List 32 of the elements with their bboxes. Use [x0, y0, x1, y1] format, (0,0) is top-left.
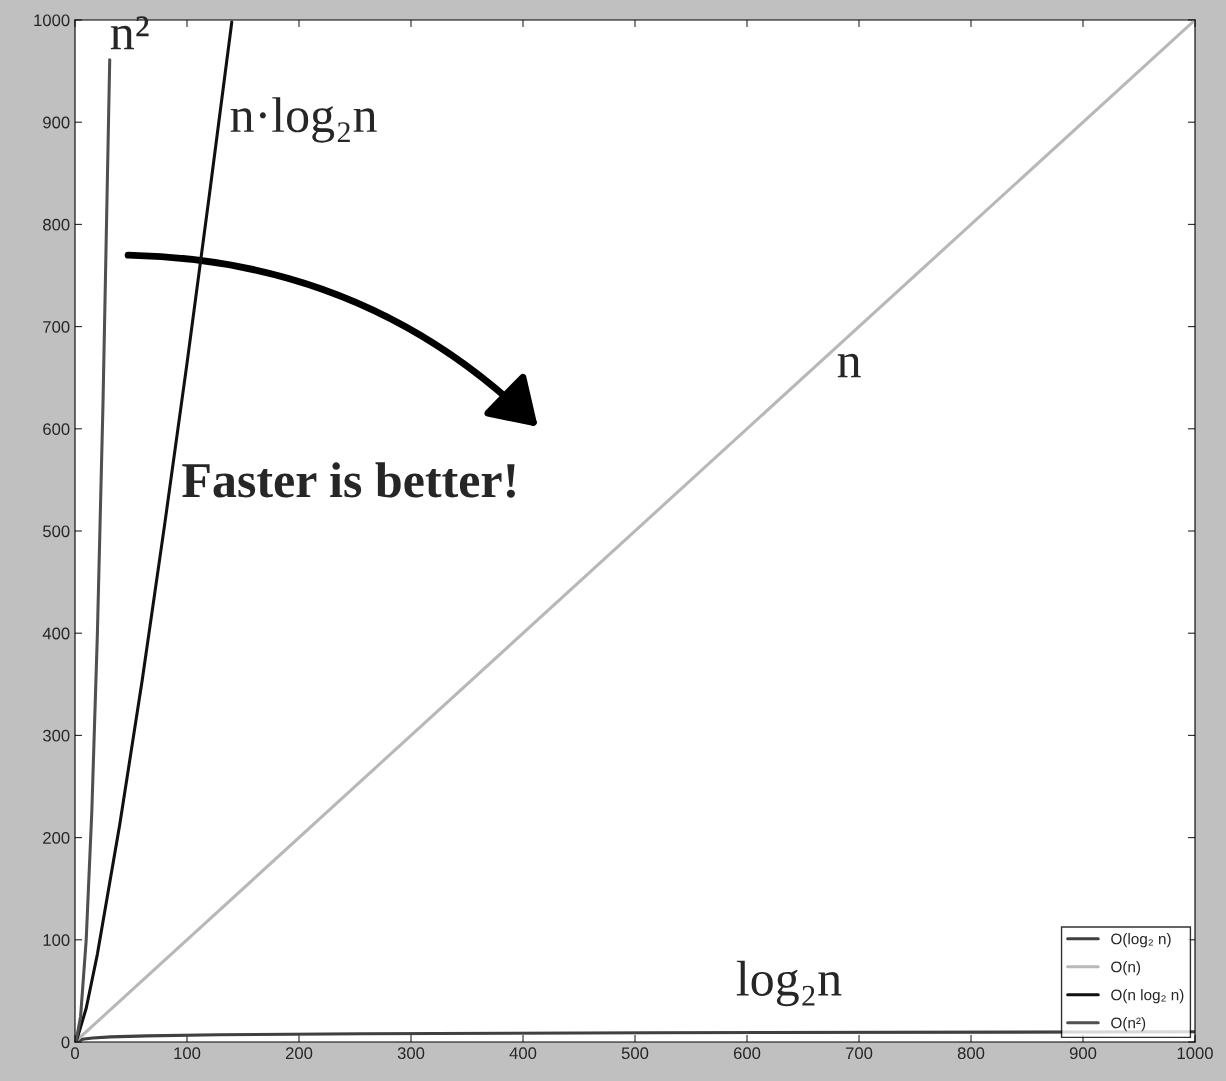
y-tick-label: 300: [42, 729, 70, 742]
x-tick-label: 1000: [1177, 1047, 1213, 1060]
y-tick-label: 600: [43, 423, 70, 435]
x-tick-label: 900: [1069, 1047, 1097, 1060]
x-tick-label: 600: [733, 1047, 761, 1060]
y-tick-label: 500: [43, 525, 70, 538]
x-tick-label: 200: [285, 1047, 313, 1060]
x-tick-label: 800: [957, 1047, 985, 1060]
x-tick-label: 500: [621, 1047, 649, 1060]
y-tick-label: 0: [61, 1036, 70, 1049]
annotation: n: [837, 353, 861, 378]
line-series: [75, 58, 112, 1042]
annotation: log₂n: [736, 960, 842, 1007]
y-tick-label: 400: [42, 627, 70, 640]
y-tick-label: 800: [43, 218, 70, 231]
y-tick-label: 100: [43, 934, 70, 946]
x-tick-label: 100: [174, 1047, 201, 1060]
legend-label: O(n): [1111, 961, 1141, 976]
y-tick-label: 700: [43, 321, 70, 333]
y-tick-label: 900: [43, 116, 70, 129]
annotation: n²: [110, 16, 149, 50]
x-tick-label: 400: [509, 1047, 537, 1060]
legend-label: O(log₂ n): [1111, 933, 1171, 948]
annotation: n·log₂n: [230, 97, 377, 143]
legend-label: O(n²): [1111, 1017, 1146, 1032]
x-tick-label: 300: [397, 1047, 425, 1060]
legend-label: O(n log₂ n): [1111, 989, 1184, 1004]
x-tick-label: 0: [71, 1047, 79, 1060]
y-tick-label: 200: [43, 832, 70, 844]
y-tick-label: 1000: [34, 14, 70, 27]
annotation: Faster is better!: [182, 462, 515, 498]
x-tick-label: 700: [845, 1047, 873, 1060]
